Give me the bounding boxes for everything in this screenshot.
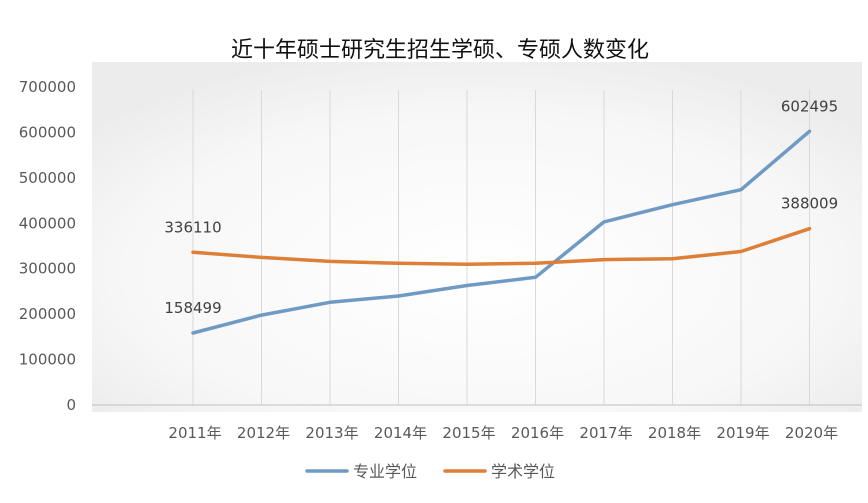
y-tick-label: 0 xyxy=(66,396,76,414)
x-tick-label: 2012年 xyxy=(237,424,290,442)
series-line-2 xyxy=(191,226,812,266)
y-tick-label: 700000 xyxy=(19,78,76,96)
x-tick-label: 2015年 xyxy=(442,424,495,442)
data-labels: 158499 602495 336110 388009 xyxy=(164,97,838,317)
x-tick-label: 2016年 xyxy=(511,424,564,442)
series-lines xyxy=(191,129,812,335)
x-tick-label: 2011年 xyxy=(168,424,221,442)
legend-label: 学术学位 xyxy=(491,462,555,481)
x-tick-label: 2017年 xyxy=(579,424,632,442)
chart-title: 近十年硕士研究生招生学硕、专硕人数变化 xyxy=(231,38,649,63)
y-tick-label: 500000 xyxy=(19,169,76,187)
data-label: 336110 xyxy=(164,218,221,236)
y-tick-label: 600000 xyxy=(19,123,76,141)
data-label: 602495 xyxy=(781,97,838,115)
grid-lines xyxy=(192,90,810,405)
x-tick-label: 2020年 xyxy=(785,424,838,442)
y-tick-label: 400000 xyxy=(19,214,76,232)
series-line-1 xyxy=(191,129,812,335)
legend: 专业学位 学术学位 xyxy=(305,462,555,481)
data-label: 158499 xyxy=(164,299,221,317)
axes: 0 100000 200000 300000 400000 500000 600000 700… xyxy=(19,78,862,442)
plot-background xyxy=(92,62,862,412)
x-tick-label: 2013年 xyxy=(305,424,358,442)
y-tick-label: 200000 xyxy=(19,305,76,323)
data-label: 388009 xyxy=(781,195,838,213)
legend-label: 专业学位 xyxy=(353,462,417,481)
x-tick-label: 2019年 xyxy=(716,424,769,442)
x-tick-label: 2018年 xyxy=(648,424,701,442)
y-tick-label: 100000 xyxy=(19,351,76,369)
y-tick-label: 300000 xyxy=(19,260,76,278)
x-tick-label: 2014年 xyxy=(374,424,427,442)
